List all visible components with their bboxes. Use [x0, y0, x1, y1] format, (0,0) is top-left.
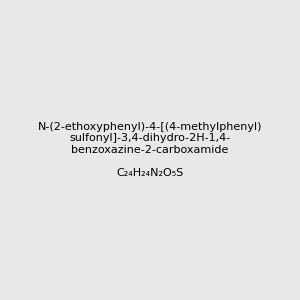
Text: N-(2-ethoxyphenyl)-4-[(4-methylphenyl)
sulfonyl]-3,4-dihydro-2H-1,4-
benzoxazine: N-(2-ethoxyphenyl)-4-[(4-methylphenyl) s… [38, 122, 262, 178]
